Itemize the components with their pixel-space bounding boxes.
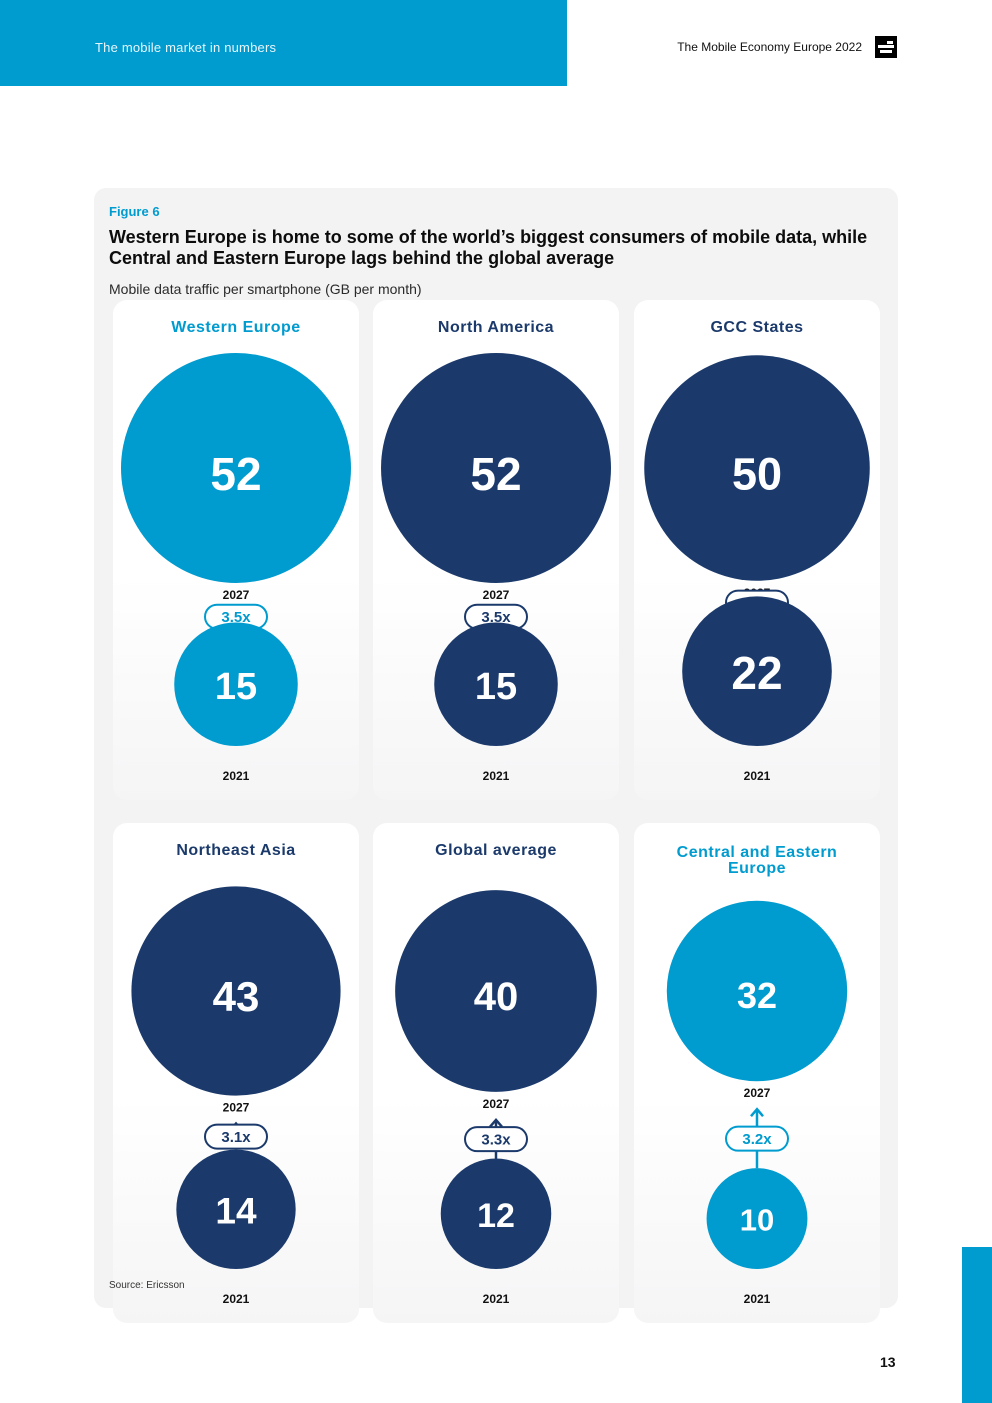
value-2027-northeast-asia: 43 <box>213 973 260 1020</box>
value-2027-north-america: 52 <box>470 448 521 500</box>
year-2021-central-and-eastern-europe: 2021 <box>744 1292 771 1306</box>
year-2021-northeast-asia: 2021 <box>223 1292 250 1306</box>
source-note: Source: Ericsson <box>109 1280 185 1291</box>
year-2021-global-average: 2021 <box>483 1292 510 1306</box>
value-2027-western-europe: 52 <box>210 448 261 500</box>
bubble-2021-western-europe <box>174 622 298 746</box>
bubble-2027-western-europe <box>121 353 351 583</box>
value-2021-central-and-eastern-europe: 10 <box>740 1203 774 1238</box>
value-2027-central-and-eastern-europe: 32 <box>737 975 777 1016</box>
region-label-central-and-eastern-europe: Central and Eastern Europe <box>677 844 838 877</box>
value-2027-gcc-states: 50 <box>732 448 782 499</box>
header-band <box>0 0 567 86</box>
bubble-2027-global-average <box>395 890 597 1092</box>
document-title: The Mobile Economy Europe 2022 <box>677 40 862 54</box>
gsma-logo-icon <box>875 36 897 58</box>
arrow-up-icon <box>750 1107 764 1118</box>
multiplier-western-europe: 3.5x <box>221 609 251 626</box>
year-2027-central-and-eastern-europe: 2027 <box>744 1086 771 1100</box>
bubble-2027-central-and-eastern-europe <box>666 900 848 1082</box>
bubble-2021-north-america <box>434 622 558 746</box>
year-2027-north-america: 2027 <box>483 588 510 602</box>
value-2021-north-america: 15 <box>475 666 517 708</box>
section-label: The mobile market in numbers <box>95 40 277 55</box>
multiplier-northeast-asia: 3.1x <box>221 1129 251 1146</box>
figure-subtitle: Mobile data traffic per smartphone (GB p… <box>109 281 422 297</box>
bubble-2021-central-and-eastern-europe <box>706 1168 808 1270</box>
arrow-up-icon <box>489 1117 503 1128</box>
multiplier-north-america: 3.5x <box>481 609 511 626</box>
value-2027-global-average: 40 <box>474 975 519 1019</box>
value-2021-western-europe: 15 <box>215 666 257 708</box>
region-label-gcc-states: GCC States <box>710 319 803 336</box>
multiplier-central-and-eastern-europe: 3.2x <box>742 1131 772 1148</box>
figure-title: Western Europe is home to some of the wo… <box>109 227 868 268</box>
multiplier-global-average: 3.3x <box>481 1132 511 1149</box>
figure-label: Figure 6 <box>109 204 160 219</box>
year-2027-global-average: 2027 <box>483 1097 510 1111</box>
page-number: 13 <box>880 1354 896 1370</box>
region-label-global-average: Global average <box>435 842 557 859</box>
bubble-2027-northeast-asia <box>131 886 341 1096</box>
year-2021-north-america: 2021 <box>483 769 510 783</box>
value-2021-global-average: 12 <box>477 1197 515 1235</box>
region-label-western-europe: Western Europe <box>171 319 300 336</box>
region-label-north-america: North America <box>438 319 554 336</box>
multiplier-pill-global-average <box>464 1126 528 1153</box>
side-tab <box>962 1247 992 1403</box>
multiplier-pill-central-and-eastern-europe <box>725 1125 789 1152</box>
year-2021-western-europe: 2021 <box>223 769 250 783</box>
region-label-northeast-asia: Northeast Asia <box>176 842 295 859</box>
value-2021-gcc-states: 22 <box>731 647 782 699</box>
value-2021-northeast-asia: 14 <box>215 1191 257 1232</box>
year-2021-gcc-states: 2021 <box>744 769 771 783</box>
year-2027-western-europe: 2027 <box>223 588 250 602</box>
bubble-2027-north-america <box>381 353 611 583</box>
bubble-2027-gcc-states <box>644 355 870 581</box>
bubble-2021-global-average <box>440 1158 552 1269</box>
bubble-2021-northeast-asia <box>176 1149 296 1270</box>
year-2027-northeast-asia: 2027 <box>223 1101 250 1115</box>
multiplier-pill-northeast-asia <box>204 1123 268 1150</box>
bubble-2021-gcc-states <box>682 596 832 746</box>
